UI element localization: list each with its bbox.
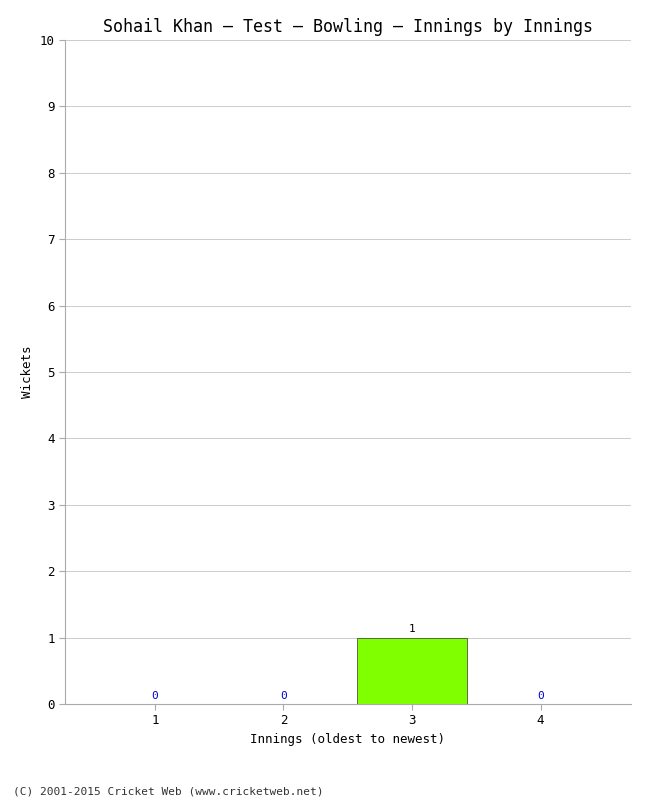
Y-axis label: Wickets: Wickets — [21, 346, 34, 398]
Title: Sohail Khan – Test – Bowling – Innings by Innings: Sohail Khan – Test – Bowling – Innings b… — [103, 18, 593, 36]
Text: 0: 0 — [537, 690, 544, 701]
X-axis label: Innings (oldest to newest): Innings (oldest to newest) — [250, 733, 445, 746]
Text: 0: 0 — [151, 690, 159, 701]
Text: 0: 0 — [280, 690, 287, 701]
Bar — [358, 638, 467, 704]
Text: (C) 2001-2015 Cricket Web (www.cricketweb.net): (C) 2001-2015 Cricket Web (www.cricketwe… — [13, 786, 324, 796]
Text: 1: 1 — [409, 624, 415, 634]
